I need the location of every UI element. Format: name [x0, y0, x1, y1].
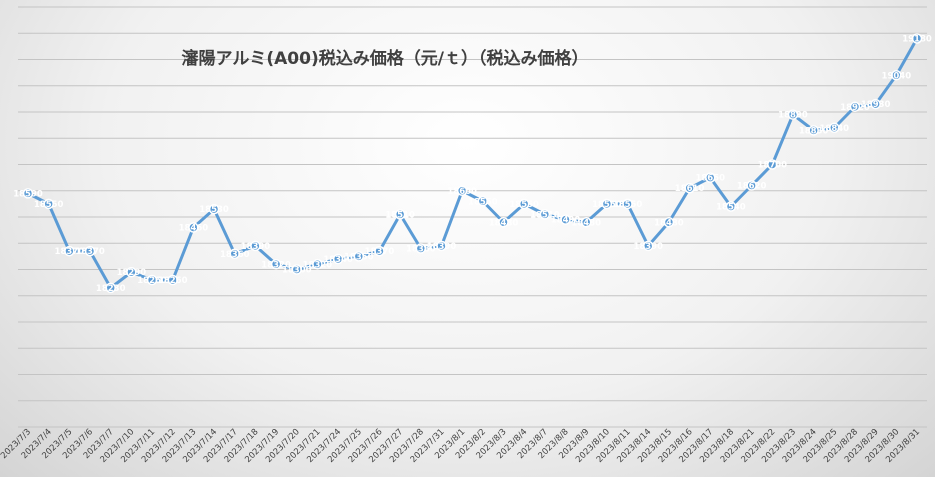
data-point	[539, 209, 551, 220]
data-point	[911, 33, 923, 44]
data-label: 19040	[882, 71, 912, 81]
data-label: 18480	[489, 218, 519, 228]
data-point	[436, 240, 447, 252]
data-point	[291, 264, 303, 275]
data-point	[891, 70, 902, 81]
data-label: 18370	[55, 247, 85, 257]
data-label: 18510	[385, 210, 415, 220]
data-point	[746, 180, 757, 191]
data-label: 18610	[675, 184, 705, 194]
data-label: 18480	[571, 218, 601, 228]
data-point	[663, 217, 675, 228]
data-point	[394, 209, 406, 220]
data-point	[787, 109, 799, 120]
data-point	[518, 198, 530, 210]
data-label: 18590	[13, 189, 43, 199]
chart-title: 瀋陽アルミ(A00)税込み価格（元/ｔ）（税込み価格）	[181, 49, 589, 69]
data-point	[22, 188, 34, 199]
data-point	[498, 217, 509, 228]
data-point	[684, 182, 695, 194]
data-point	[725, 201, 737, 212]
data-point	[849, 101, 861, 112]
data-point	[146, 274, 158, 286]
data-point	[601, 198, 613, 210]
data-point	[353, 251, 365, 262]
data-label: 18550	[34, 200, 64, 210]
data-point	[188, 222, 199, 233]
data-label: 18840	[820, 124, 850, 134]
data-point	[456, 185, 468, 196]
x-axis: 2023/7/32023/7/42023/7/52023/7/62023/7/7…	[0, 427, 922, 465]
data-point	[229, 248, 240, 259]
data-label: 18620	[737, 182, 767, 192]
data-label: 18460	[179, 224, 209, 234]
data-label: 18890	[778, 111, 808, 121]
data-label: 18340	[323, 255, 353, 265]
data-label: 18480	[654, 218, 684, 228]
data-label: 18370	[365, 247, 395, 257]
data-point	[829, 122, 840, 133]
data-label: 18390	[427, 242, 457, 252]
data-point	[250, 240, 261, 252]
data-label: 18230	[96, 284, 126, 294]
data-point	[126, 266, 137, 278]
data-point	[167, 274, 178, 286]
data-label: 18260	[158, 276, 188, 286]
data-label: 18390	[241, 242, 271, 252]
data-point	[312, 259, 323, 270]
data-label: 18600	[447, 187, 477, 197]
data-point	[270, 259, 282, 270]
data-label: 18510	[530, 210, 560, 220]
data-point	[208, 203, 220, 215]
data-label: 18350	[344, 252, 374, 262]
data-label: 18560	[468, 197, 498, 207]
data-label: 18290	[117, 268, 147, 278]
data-point	[477, 196, 489, 207]
data-label: 18550	[592, 200, 622, 210]
data-point	[84, 245, 96, 257]
data-label: 18540	[716, 203, 746, 213]
data-point	[705, 172, 716, 183]
data-point	[622, 198, 633, 210]
data-point	[580, 217, 592, 228]
data-label: 18390	[633, 242, 663, 252]
data-point	[43, 198, 54, 210]
data-point	[560, 214, 571, 225]
data-label: 18930	[861, 100, 891, 110]
gridlines	[18, 6, 927, 428]
data-point	[642, 240, 654, 252]
data-label: 18530	[199, 205, 229, 215]
data-label: 19180	[902, 35, 932, 45]
data-label: 18490	[551, 216, 581, 226]
data-point	[415, 243, 427, 254]
data-point	[767, 159, 778, 170]
data-label: 18650	[695, 174, 725, 184]
data-point	[64, 245, 75, 257]
data-point	[374, 245, 385, 257]
data-label: 18380	[406, 245, 436, 255]
data-label: 18550	[613, 200, 643, 210]
data-label: 18830	[799, 126, 829, 136]
data-label: 18260	[137, 276, 167, 286]
data-point	[332, 253, 344, 265]
data-point	[870, 98, 881, 110]
data-label: 18360	[220, 250, 250, 260]
data-label: 18320	[261, 260, 291, 270]
data-label: 18320	[303, 260, 333, 270]
data-label: 18370	[75, 247, 105, 257]
data-label: 18700	[757, 161, 787, 171]
data-label: 18300	[282, 266, 312, 276]
series-layer: 1859018550183701837018230182901826018260…	[13, 33, 932, 294]
data-point	[105, 282, 116, 294]
data-point	[808, 125, 819, 136]
data-label: 18920	[840, 103, 870, 113]
data-label: 18550	[509, 200, 539, 210]
